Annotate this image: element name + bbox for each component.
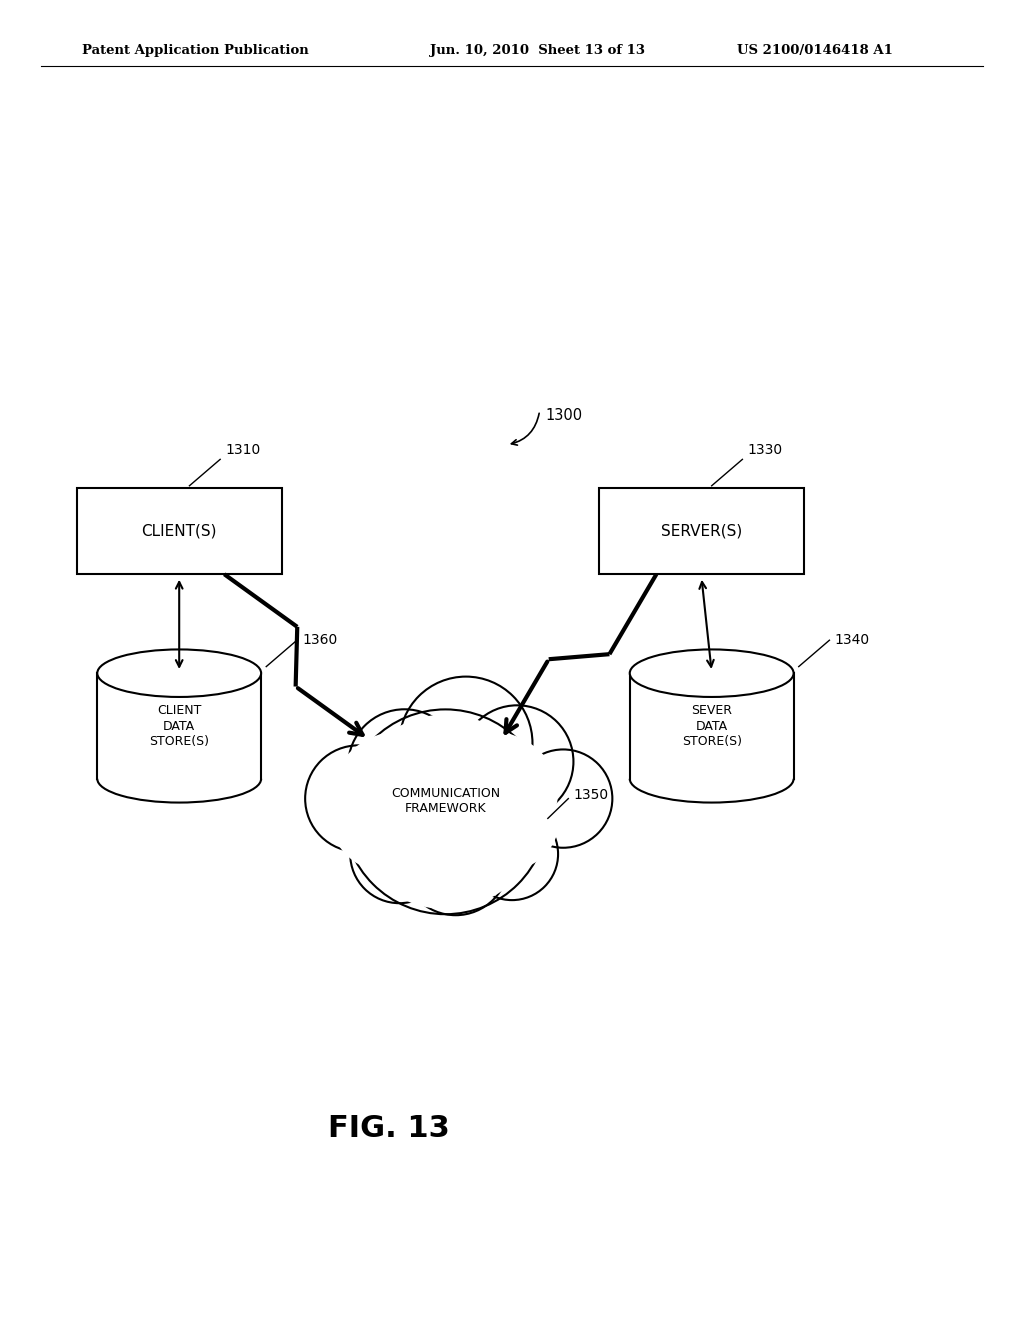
Ellipse shape [461, 705, 573, 818]
Text: SERVER(S): SERVER(S) [660, 524, 742, 539]
Ellipse shape [333, 774, 476, 876]
Text: COMMUNICATION
FRAMEWORK: COMMUNICATION FRAMEWORK [391, 787, 500, 816]
Bar [630, 673, 794, 779]
Text: 1300: 1300 [546, 408, 583, 424]
Text: 1360: 1360 [302, 634, 337, 647]
Text: FIG. 13: FIG. 13 [329, 1114, 450, 1143]
Ellipse shape [305, 746, 412, 851]
Bar [97, 673, 261, 779]
Text: CLIENT
DATA
STORE(S): CLIENT DATA STORE(S) [150, 705, 209, 747]
Ellipse shape [466, 808, 558, 900]
Text: Patent Application Publication: Patent Application Publication [82, 44, 308, 57]
Bar [77, 488, 282, 574]
Ellipse shape [97, 649, 261, 697]
Bar [599, 488, 804, 574]
Ellipse shape [399, 677, 532, 809]
Ellipse shape [343, 709, 548, 915]
Text: SEVER
DATA
STORE(S): SEVER DATA STORE(S) [682, 705, 741, 747]
Text: 1310: 1310 [225, 442, 260, 457]
Ellipse shape [348, 714, 543, 909]
Ellipse shape [630, 649, 794, 697]
Ellipse shape [333, 730, 476, 854]
Ellipse shape [514, 750, 612, 847]
Text: 1340: 1340 [835, 634, 869, 647]
Text: US 2100/0146418 A1: US 2100/0146418 A1 [737, 44, 893, 57]
Text: CLIENT(S): CLIENT(S) [141, 524, 217, 539]
Ellipse shape [348, 709, 461, 822]
Ellipse shape [415, 730, 558, 854]
Text: 1350: 1350 [573, 788, 608, 801]
Ellipse shape [415, 774, 558, 876]
Text: Jun. 10, 2010  Sheet 13 of 13: Jun. 10, 2010 Sheet 13 of 13 [430, 44, 645, 57]
Ellipse shape [402, 809, 509, 915]
Ellipse shape [350, 805, 449, 903]
Text: 1330: 1330 [748, 442, 782, 457]
